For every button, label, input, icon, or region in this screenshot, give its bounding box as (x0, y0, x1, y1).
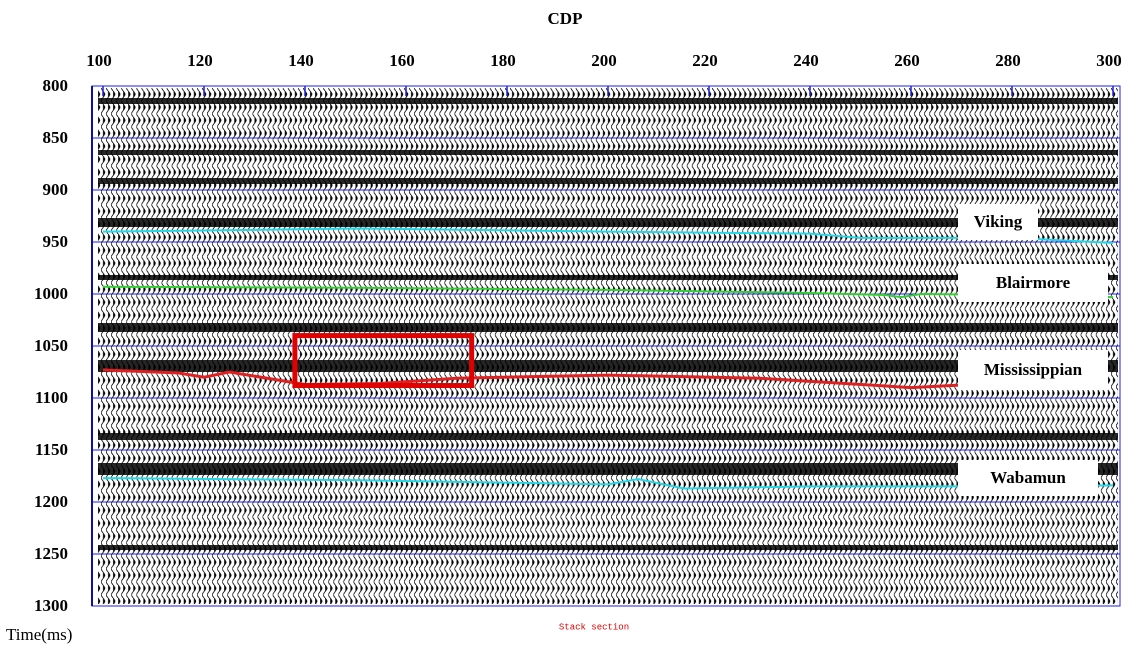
y-tick-label: 850 (43, 128, 69, 147)
label-box (958, 204, 1038, 240)
y-tick-label: 900 (43, 180, 69, 199)
horizon-label: Mississippian (984, 360, 1083, 379)
caption: Stack section (559, 622, 629, 632)
x-tick-label: 160 (389, 51, 415, 70)
x-tick-label: 280 (995, 51, 1021, 70)
y-tick-label: 1150 (35, 440, 68, 459)
horizon (102, 477, 1114, 490)
y-axis-label: Time(ms) (6, 625, 72, 644)
label-box (958, 460, 1098, 496)
horizon-label: Viking (974, 212, 1023, 231)
x-tick-label: 100 (86, 51, 112, 70)
y-tick-label: 1100 (35, 388, 68, 407)
y-tick-label: 1000 (34, 284, 68, 303)
y-tick-label: 1050 (34, 336, 68, 355)
x-tick-label: 260 (894, 51, 920, 70)
horizon-label: Wabamun (990, 468, 1066, 487)
y-tick-label: 1300 (34, 596, 68, 615)
y-tick-label: 950 (43, 232, 69, 251)
label-box (958, 350, 1108, 390)
highlight-box (292, 333, 475, 389)
x-tick-label: 140 (288, 51, 314, 70)
x-tick-label: 180 (490, 51, 516, 70)
y-tick-label: 1200 (34, 492, 68, 511)
x-tick-label: 300 (1096, 51, 1122, 70)
x-tick-label: 220 (692, 51, 718, 70)
x-tick-label: 200 (591, 51, 617, 70)
x-tick-label: 120 (187, 51, 213, 70)
horizon-label: Blairmore (996, 273, 1071, 292)
label-box (958, 264, 1108, 302)
y-tick-label: 800 (43, 76, 69, 95)
chart-title: CDP (548, 9, 583, 28)
y-tick-label: 1250 (34, 544, 68, 563)
x-tick-label: 240 (793, 51, 819, 70)
